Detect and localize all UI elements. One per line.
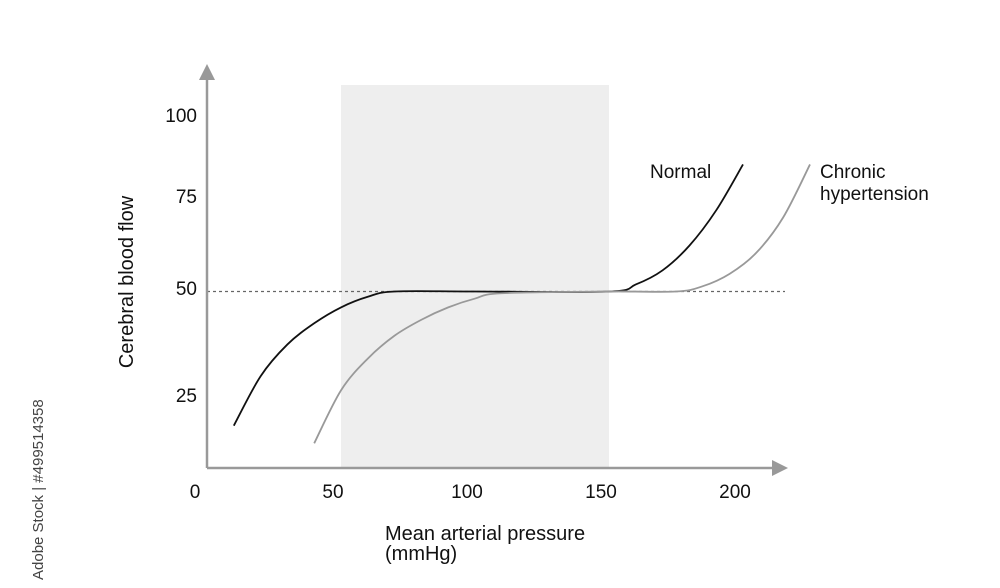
y-tick-label: 75	[176, 187, 197, 208]
x-tick-label: 50	[322, 482, 343, 503]
series-line-normal	[233, 163, 744, 427]
y-axis-arrow	[199, 64, 215, 80]
x-axis-title-line-1: Mean arterial pressure	[385, 523, 585, 545]
y-tick-label: 100	[165, 106, 197, 127]
axes	[199, 64, 788, 476]
series-label: hypertension	[820, 184, 929, 205]
series-label: Normal	[650, 162, 711, 183]
x-axis-title-line-2: (mmHg)	[385, 543, 457, 565]
y-tick-label: 50	[176, 279, 197, 300]
series-line-chronic-hypertension	[313, 164, 811, 444]
series-label: Chronic	[820, 162, 885, 183]
x-tick-label: 150	[585, 482, 617, 503]
watermark: Adobe Stock | #499514358	[12, 350, 47, 580]
x-tick-label: 200	[719, 482, 751, 503]
series-curves	[233, 163, 811, 444]
autoregulation-shaded-region	[341, 85, 609, 468]
y-tick-label: 25	[176, 386, 197, 407]
y-axis-title: Cerebral blood flow	[116, 195, 138, 368]
x-tick-label: 0	[190, 482, 201, 503]
x-tick-label: 100	[451, 482, 483, 503]
watermark-text: Adobe Stock | #499514358	[30, 399, 47, 580]
tick-labels: 0 50 100 150 200 25 50 75 100	[165, 106, 751, 503]
x-axis-arrow	[772, 460, 788, 476]
